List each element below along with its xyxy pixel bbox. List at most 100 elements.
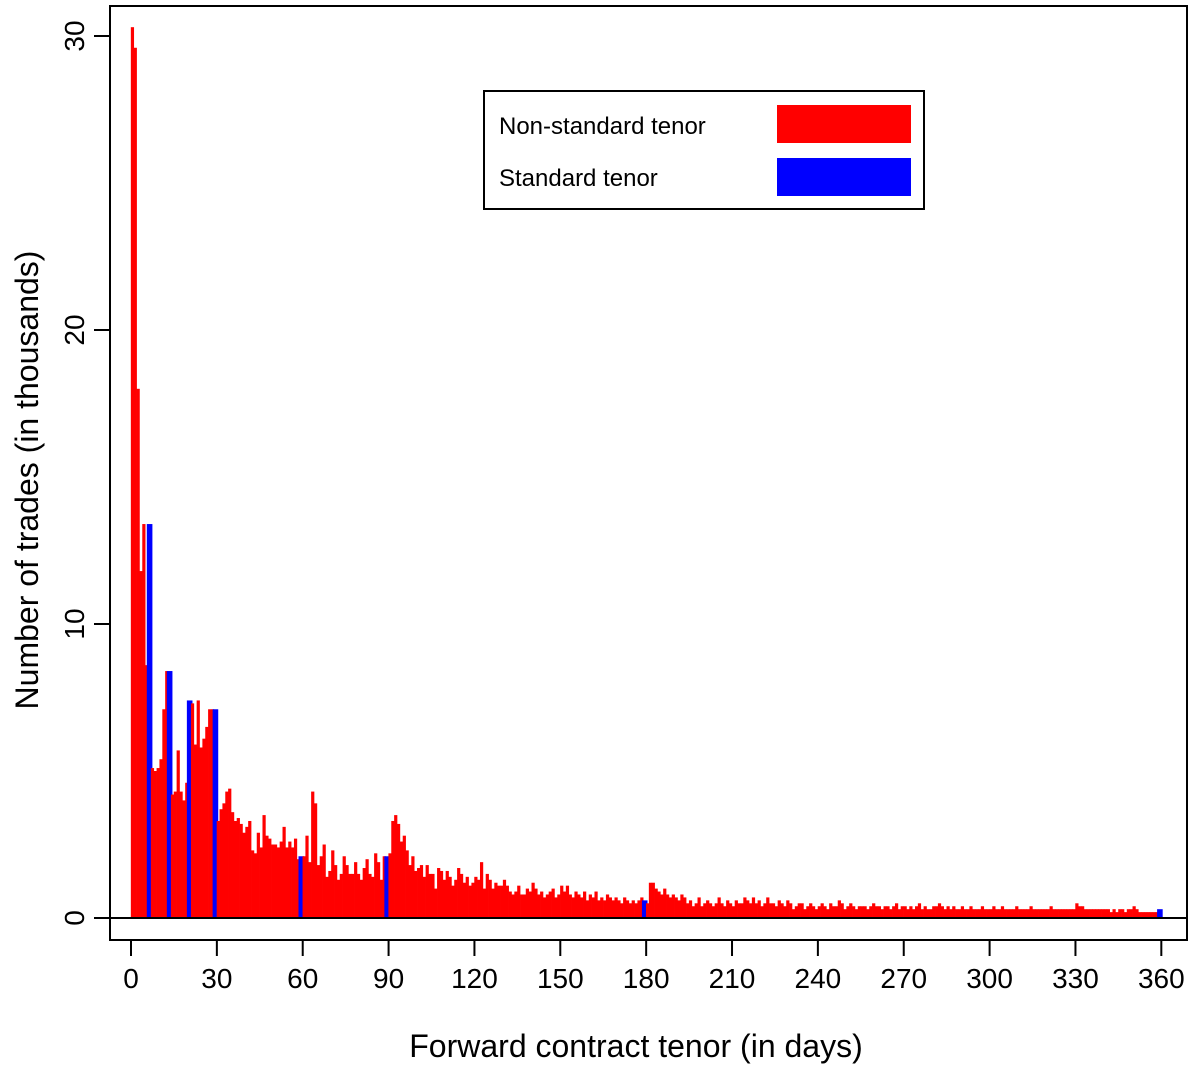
bar-non-standard-tenor [1092, 909, 1096, 918]
bar-non-standard-tenor [471, 882, 475, 918]
plot-frame [109, 5, 1188, 941]
bar-non-standard-tenor [1083, 909, 1088, 918]
bar-non-standard-tenor [886, 906, 890, 918]
bar-non-standard-tenor [1055, 909, 1059, 918]
bar-non-standard-tenor [248, 820, 252, 918]
bar-non-standard-tenor [339, 873, 343, 918]
bar-non-standard-tenor [1103, 909, 1108, 918]
bar-non-standard-tenor [608, 897, 612, 918]
bar-non-standard-tenor [431, 873, 435, 918]
legend-label-standard: Standard tenor [499, 165, 658, 192]
bar-non-standard-tenor [972, 909, 976, 918]
bar-non-standard-tenor [1143, 912, 1148, 918]
bar-non-standard-tenor [511, 894, 515, 918]
bar-non-standard-tenor [1032, 909, 1036, 918]
bar-non-standard-tenor [917, 903, 922, 918]
bar-standard-tenor [166, 671, 173, 918]
bar-non-standard-tenor [846, 906, 850, 918]
bar-non-standard-tenor [571, 897, 575, 918]
bar-non-standard-tenor [728, 903, 733, 918]
bar-standard-tenor [384, 856, 390, 918]
bar-non-standard-tenor [700, 906, 704, 918]
bar-non-standard-tenor [786, 900, 790, 918]
bar-non-standard-tenor [837, 900, 841, 918]
bar-standard-tenor [146, 524, 153, 918]
legend-label-non-standard: Non-standard tenor [499, 113, 706, 140]
bar-non-standard-tenor [142, 524, 146, 918]
bar-non-standard-tenor [562, 891, 567, 918]
bar-non-standard-tenor [477, 879, 481, 918]
bar-non-standard-tenor [706, 900, 710, 918]
bar-non-standard-tenor [746, 900, 750, 918]
bar-non-standard-tenor [817, 906, 821, 918]
x-tick-label: 300 [966, 963, 1013, 994]
bar-non-standard-tenor [645, 903, 650, 918]
bar-non-standard-tenor [780, 903, 784, 918]
bar-non-standard-tenor [479, 862, 484, 918]
bar-non-standard-tenor [150, 768, 155, 918]
bar-non-standard-tenor [170, 794, 175, 918]
bar-non-standard-tenor [1138, 912, 1142, 918]
bar-non-standard-tenor [265, 835, 269, 918]
bar-non-standard-tenor [809, 903, 813, 918]
bar-non-standard-tenor [414, 870, 418, 918]
bar-non-standard-tenor [763, 903, 767, 918]
bar-non-standard-tenor [1020, 909, 1025, 918]
bar-non-standard-tenor [457, 868, 461, 918]
bar-non-standard-tenor [998, 909, 1002, 918]
bar-non-standard-tenor [491, 888, 495, 918]
bar-non-standard-tenor [316, 865, 321, 918]
bar-non-standard-tenor [1123, 912, 1128, 918]
bar-non-standard-tenor [173, 791, 177, 918]
bar-non-standard-tenor [391, 820, 395, 918]
bar-non-standard-tenor [935, 906, 939, 918]
bar-non-standard-tenor [843, 909, 847, 918]
bar-non-standard-tenor [488, 879, 492, 918]
bar-non-standard-tenor [1135, 909, 1139, 918]
bar-non-standard-tenor [640, 897, 644, 918]
bar-non-standard-tenor [228, 788, 232, 918]
bar-non-standard-tenor [1132, 906, 1136, 918]
bar-non-standard-tenor [176, 750, 180, 918]
bar-non-standard-tenor [528, 891, 532, 918]
bar-non-standard-tenor [1029, 906, 1033, 918]
bar-non-standard-tenor [376, 862, 381, 918]
bar-non-standard-tenor [849, 903, 853, 918]
bar-non-standard-tenor [1152, 912, 1156, 918]
bar-non-standard-tenor [331, 850, 335, 918]
bar-non-standard-tenor [462, 882, 467, 918]
bar-non-standard-tenor [442, 879, 446, 918]
bar-non-standard-tenor [583, 891, 587, 918]
bar-non-standard-tenor [222, 803, 226, 918]
bar-non-standard-tenor [654, 888, 658, 918]
bar-non-standard-tenor [840, 903, 844, 918]
bar-non-standard-tenor [362, 868, 366, 918]
bar-non-standard-tenor [445, 870, 449, 918]
bar-non-standard-tenor [1046, 909, 1050, 918]
bar-non-standard-tenor [671, 894, 675, 918]
bar-non-standard-tenor [208, 709, 212, 918]
x-tick-label: 0 [123, 963, 139, 994]
bar-non-standard-tenor [789, 903, 793, 918]
bar-non-standard-tenor [975, 909, 979, 918]
bar-non-standard-tenor [915, 906, 919, 918]
x-axis-label: Forward contract tenor (in days) [409, 1028, 863, 1064]
bar-non-standard-tenor [336, 879, 341, 918]
bar-non-standard-tenor [497, 885, 501, 918]
bar-non-standard-tenor [952, 906, 956, 918]
bar-non-standard-tenor [411, 856, 415, 918]
bar-non-standard-tenor [554, 897, 558, 918]
bar-non-standard-tenor [734, 900, 738, 918]
bar-non-standard-tenor [937, 903, 942, 918]
bar-non-standard-tenor [1009, 909, 1013, 918]
bar-non-standard-tenor [811, 906, 816, 918]
bar-non-standard-tenor [437, 868, 441, 918]
bar-non-standard-tenor [1043, 909, 1048, 918]
bar-non-standard-tenor [225, 791, 229, 918]
bar-non-standard-tenor [708, 903, 713, 918]
bar-non-standard-tenor [162, 709, 166, 918]
bar-non-standard-tenor [396, 823, 401, 918]
bar-non-standard-tenor [474, 876, 478, 918]
bar-non-standard-tenor [239, 823, 243, 918]
bar-non-standard-tenor [906, 909, 910, 918]
